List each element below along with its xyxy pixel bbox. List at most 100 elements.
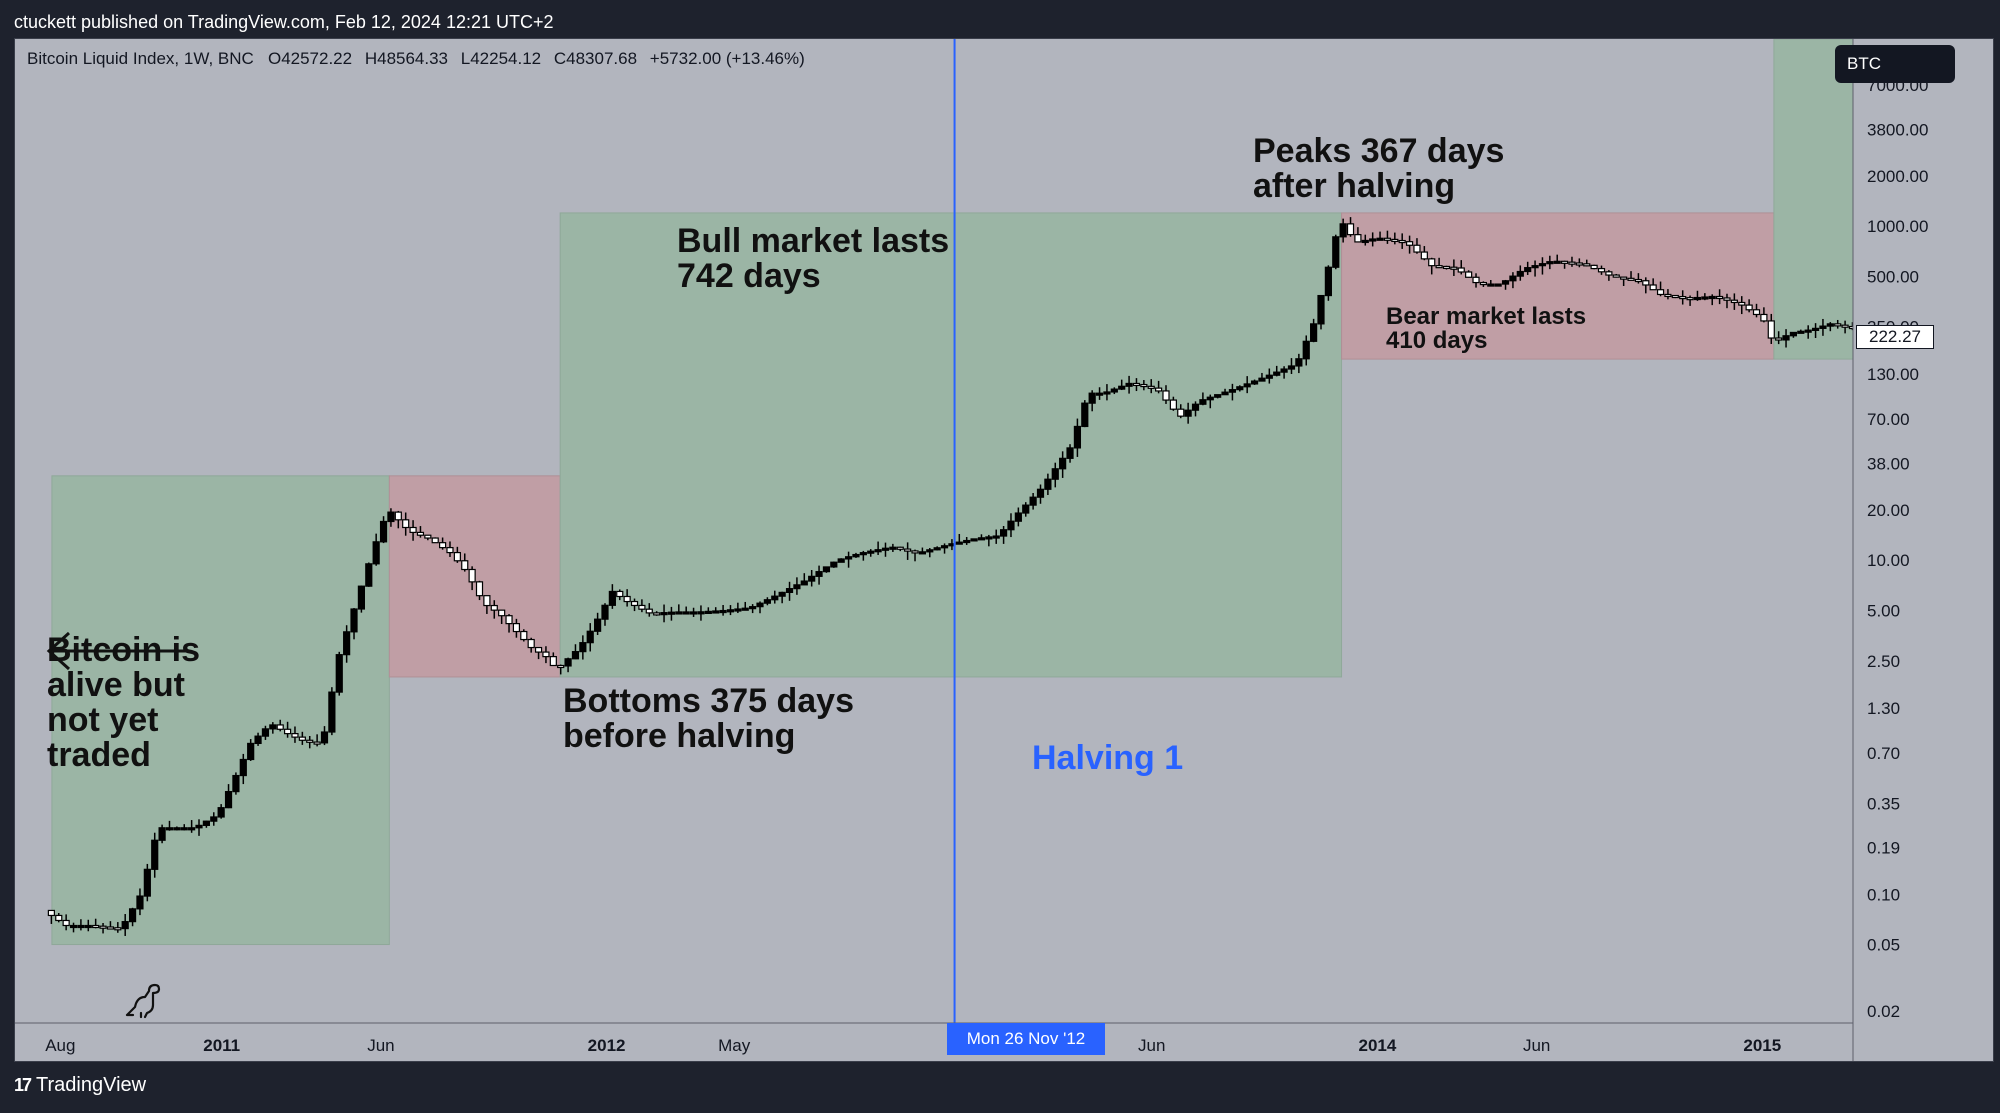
price-tick-label: 0.70 (1867, 744, 1900, 763)
candle-body (527, 638, 535, 649)
legend-high-key: H (364, 49, 378, 68)
candle-body (232, 774, 240, 793)
candle-body (343, 631, 351, 656)
time-tick-label: 2012 (588, 1036, 626, 1055)
legend-change: +5732.00 (+13.46%) (649, 49, 805, 68)
symbol-badge[interactable]: BTC (1835, 45, 1955, 83)
candle-body (1228, 389, 1237, 393)
price-tick-label: 500.00 (1867, 267, 1919, 286)
candle-body (1295, 358, 1303, 367)
candle-body (84, 924, 92, 929)
candle-body (1553, 260, 1561, 264)
candle-body (734, 608, 742, 612)
candle-body (1383, 237, 1392, 241)
candle-body (1605, 271, 1613, 276)
candle-body (1472, 276, 1480, 284)
candle-body (1656, 289, 1665, 296)
candle-body (1524, 267, 1532, 273)
candle-body (1155, 387, 1163, 392)
candle-body (844, 556, 853, 560)
price-tick-label: 0.10 (1867, 885, 1900, 904)
candle-body (1642, 280, 1650, 286)
candle-body (741, 607, 749, 611)
candle-body (911, 550, 919, 554)
candle-body (1088, 392, 1096, 404)
candle-body (697, 611, 705, 615)
candle-body (1354, 234, 1362, 243)
price-tick-label: 3800.00 (1867, 120, 1928, 139)
candle-body (955, 541, 963, 545)
bear-market-zone (1341, 212, 1775, 360)
candle-body (1538, 263, 1547, 267)
candle-body (1435, 265, 1443, 269)
candle-body (1169, 399, 1177, 410)
candle-body (254, 735, 262, 745)
candle-body (520, 630, 528, 641)
bull-market-zone (559, 212, 1343, 678)
candle-body (771, 595, 779, 601)
price-chart[interactable]: 0.02 0.05 0.10 0.19 0.35 0.70 1.30 2.50 5.00 10.0… (15, 39, 1994, 1062)
candle-body (1745, 304, 1753, 311)
candle-body (822, 566, 831, 573)
candle-body (1494, 283, 1502, 287)
candle-body (1206, 396, 1214, 401)
candle-body (1442, 265, 1451, 270)
candle-body (667, 611, 676, 615)
left-arrow-icon (46, 631, 187, 671)
candle-body (1560, 260, 1569, 264)
candle-body (1457, 267, 1465, 273)
candle-body (852, 553, 860, 558)
candle-body (534, 646, 543, 653)
candle-body (579, 642, 587, 653)
candle-body (409, 526, 417, 534)
chart-panel[interactable]: 0.02 0.05 0.10 0.19 0.35 0.70 1.30 2.50 5.00 10.0… (14, 38, 1994, 1062)
candle-body (1671, 294, 1679, 299)
candle-body (173, 827, 181, 831)
price-tick-label: 2000.00 (1867, 167, 1928, 186)
candle-body (1797, 330, 1805, 334)
candle-body (1516, 270, 1524, 277)
candle-body (1177, 408, 1185, 417)
candle-body (151, 839, 159, 870)
crosshair-date-label: Mon 26 Nov '12 (947, 1023, 1105, 1055)
candle-body (1036, 488, 1045, 498)
candle-body (889, 546, 897, 550)
legend-low-key: L (460, 49, 471, 68)
candle-body (498, 609, 506, 617)
candle-body (1752, 309, 1761, 316)
candle-body (1273, 371, 1281, 376)
candle-body (431, 537, 439, 544)
candle-body (1509, 275, 1517, 282)
candle-body (1634, 278, 1643, 283)
candle-body (808, 575, 816, 582)
annotation-bull: Bull market lasts 742 days (677, 222, 950, 295)
candle-body (453, 551, 461, 562)
candle-body (483, 595, 491, 607)
candle-body (387, 511, 395, 523)
time-tick-label: Jun (1523, 1036, 1550, 1055)
tradingview-logo-icon: 17 (14, 1075, 32, 1095)
candle-body (335, 654, 343, 693)
candle-body (1693, 296, 1702, 301)
candle-body (114, 927, 122, 931)
candle-body (1789, 331, 1798, 337)
candle-body (1302, 340, 1310, 360)
candle-body (933, 547, 941, 551)
candle-body (136, 895, 144, 910)
candle-body (475, 581, 484, 597)
candle-body (1612, 274, 1620, 278)
candle-body (608, 590, 616, 606)
legend-high-value: 48564.33 (377, 49, 449, 68)
candle-body (1465, 271, 1473, 278)
candle-body (756, 602, 764, 608)
candle-body (653, 612, 661, 616)
candle-body (1147, 385, 1155, 389)
legend-low-value: 42254.12 (470, 49, 542, 68)
candle-body (276, 724, 284, 730)
price-tick-label: 2.50 (1867, 652, 1900, 671)
halving-label: Halving 1 (1032, 739, 1184, 777)
price-tick-label: 70.00 (1867, 410, 1910, 429)
tradingview-footer[interactable]: 17 TradingView (14, 1074, 146, 1097)
candle-body (1014, 512, 1022, 522)
annotation-bottoms: Bottoms 375 days before halving (563, 682, 854, 755)
